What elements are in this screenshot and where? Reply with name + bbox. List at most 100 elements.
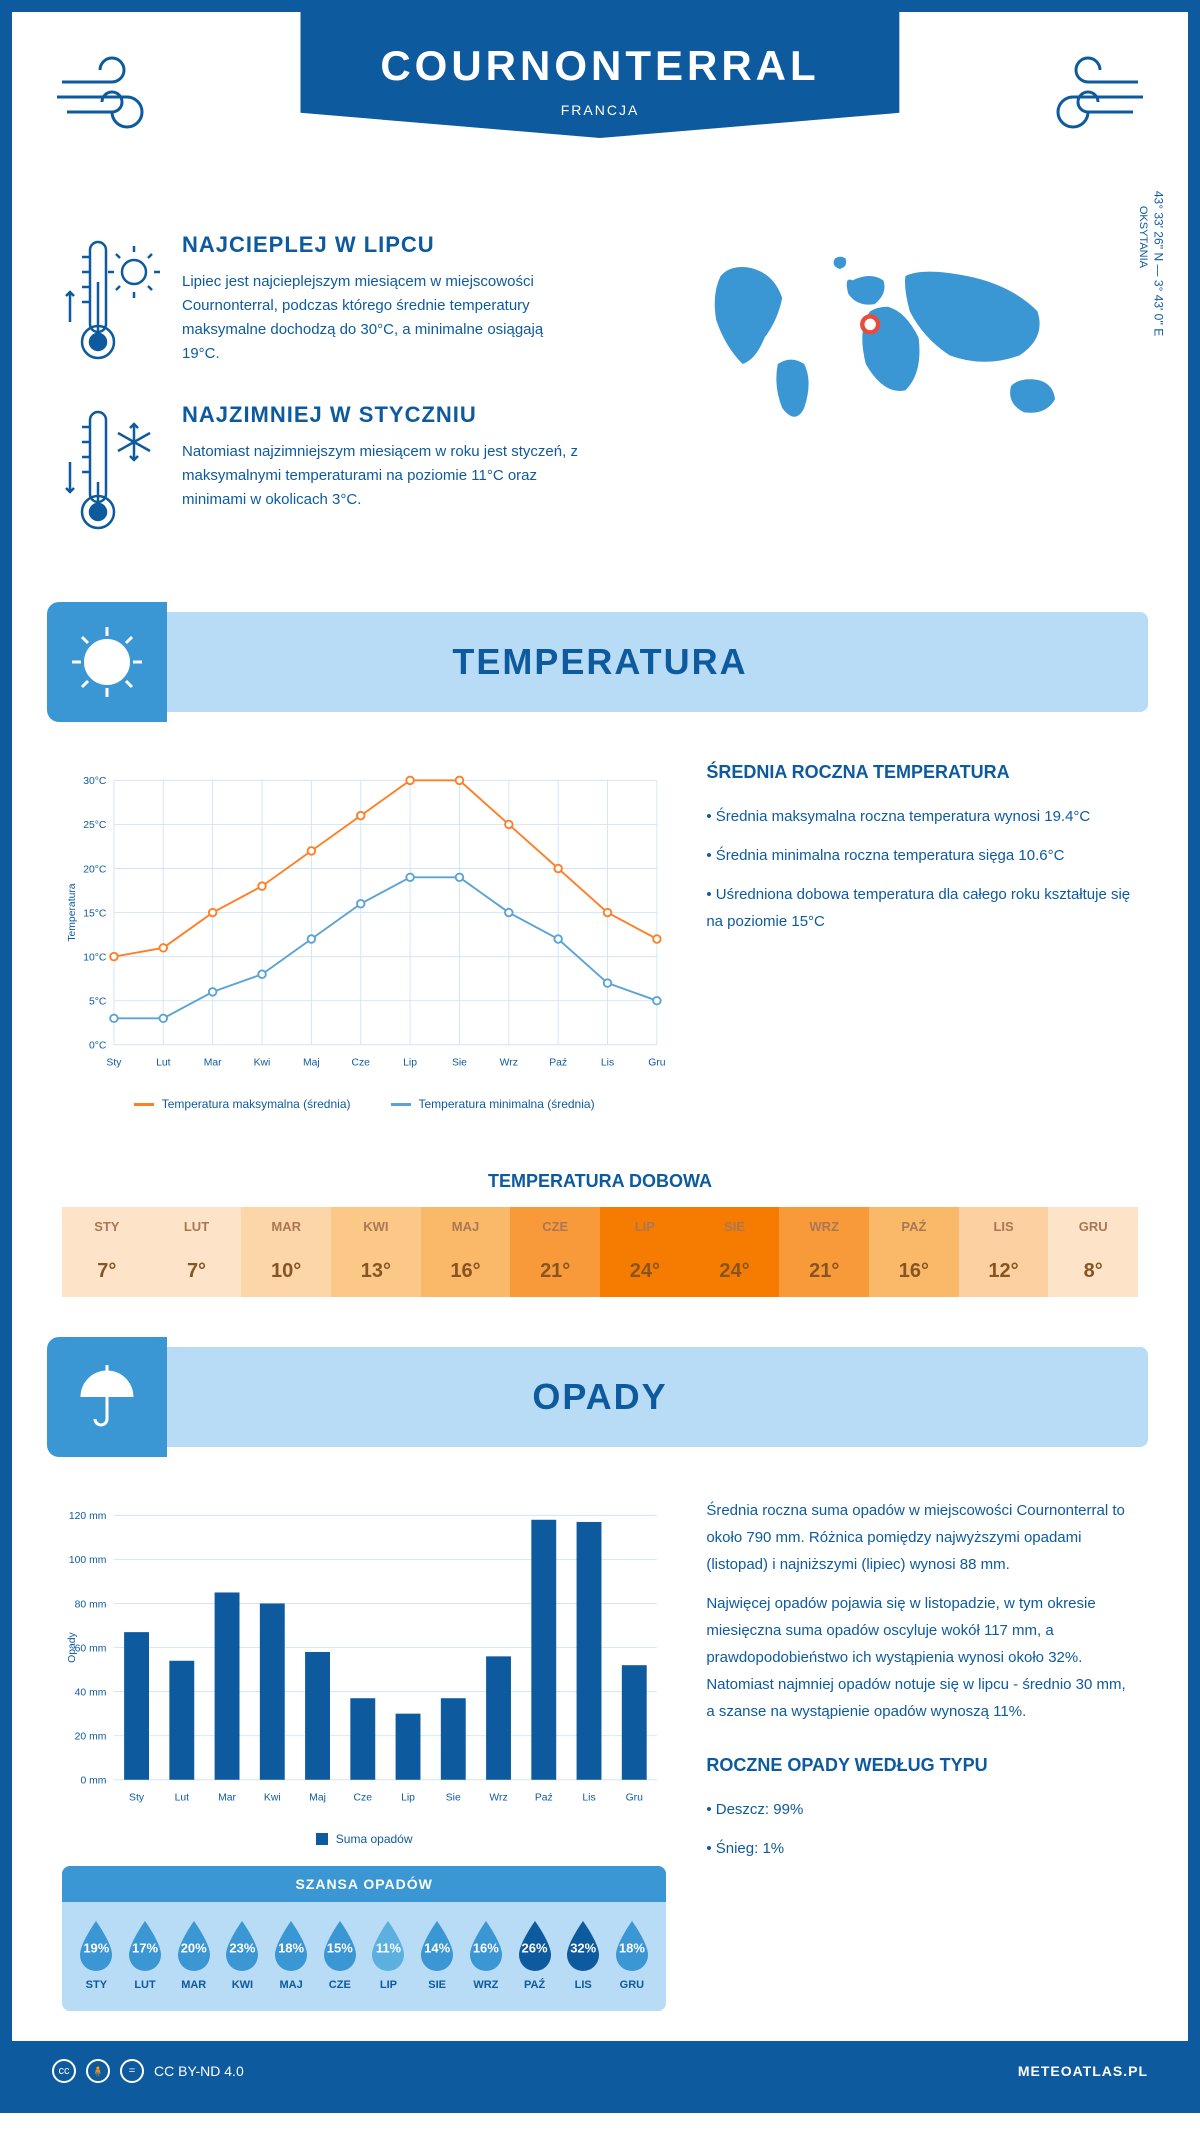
chance-drop: 32%LIS: [561, 1917, 605, 1991]
svg-text:40 mm: 40 mm: [75, 1687, 107, 1698]
svg-text:120 mm: 120 mm: [69, 1511, 106, 1522]
svg-text:5°C: 5°C: [89, 996, 107, 1007]
svg-text:30°C: 30°C: [83, 776, 107, 787]
cc-icon: cc: [52, 2059, 76, 2083]
chance-drop: 26%PAŹ: [513, 1917, 557, 1991]
precipitation-header: OPADY: [52, 1347, 1148, 1447]
temp-bullet: • Średnia minimalna roczna temperatura s…: [706, 842, 1138, 869]
svg-text:Paź: Paź: [535, 1793, 553, 1804]
svg-text:Sty: Sty: [129, 1793, 145, 1804]
page-frame: COURNONTERRAL FRANCJA NAJCIEPLEJ W LIPCU…: [0, 0, 1200, 2113]
region-label: OKSYTANIA: [1137, 206, 1149, 268]
daily-temp-table: STY7°LUT7°MAR10°KWI13°MAJ16°CZE21°LIP24°…: [62, 1207, 1138, 1297]
heat-cell: LIS12°: [959, 1207, 1049, 1297]
chance-drop: 17%LUT: [123, 1917, 167, 1991]
svg-text:25°C: 25°C: [83, 820, 107, 831]
precipitation-bar-chart: 0 mm20 mm40 mm60 mm80 mm100 mm120 mmStyL…: [62, 1497, 666, 1817]
heat-cell: MAR10°: [241, 1207, 331, 1297]
svg-text:Wrz: Wrz: [489, 1793, 507, 1804]
chance-box: SZANSA OPADÓW 19%STY17%LUT20%MAR23%KWI18…: [62, 1866, 666, 2011]
site-name: METEOATLAS.PL: [1018, 2063, 1148, 2079]
title-banner: COURNONTERRAL FRANCJA: [300, 12, 899, 138]
heat-cell: GRU8°: [1048, 1207, 1138, 1297]
svg-text:Maj: Maj: [309, 1793, 326, 1804]
svg-text:20 mm: 20 mm: [75, 1731, 107, 1742]
svg-text:100 mm: 100 mm: [69, 1555, 106, 1566]
svg-text:Gru: Gru: [648, 1058, 666, 1069]
svg-text:15°C: 15°C: [83, 908, 107, 919]
svg-text:Lis: Lis: [601, 1058, 614, 1069]
svg-text:80 mm: 80 mm: [75, 1599, 107, 1610]
svg-text:Wrz: Wrz: [500, 1058, 518, 1069]
precip-type-bullet: • Śnieg: 1%: [706, 1835, 1138, 1862]
heat-cell: CZE21°: [510, 1207, 600, 1297]
heat-cell: SIE24°: [690, 1207, 780, 1297]
header: COURNONTERRAL FRANCJA: [12, 12, 1188, 212]
country-subtitle: FRANCJA: [380, 102, 819, 118]
license-text: CC BY-ND 4.0: [154, 2063, 244, 2079]
chance-drop: 16%WRZ: [464, 1917, 508, 1991]
legend-max: Temperatura maksymalna (średnia): [162, 1097, 351, 1111]
avg-temp-title: ŚREDNIA ROCZNA TEMPERATURA: [706, 762, 1138, 783]
sun-icon: [47, 602, 167, 722]
chance-drop: 20%MAR: [172, 1917, 216, 1991]
daily-temp-title: TEMPERATURA DOBOWA: [12, 1171, 1188, 1192]
world-map: [620, 232, 1138, 452]
precip-type-bullet: • Deszcz: 99%: [706, 1796, 1138, 1823]
svg-text:Gru: Gru: [626, 1793, 644, 1804]
by-icon: 🧍: [86, 2059, 110, 2083]
temperature-header: TEMPERATURA: [52, 612, 1148, 712]
svg-text:Temperatura: Temperatura: [67, 883, 78, 941]
precip-type-title: ROCZNE OPADY WEDŁUG TYPU: [706, 1755, 1138, 1776]
svg-text:Cze: Cze: [354, 1793, 373, 1804]
heat-cell: STY7°: [62, 1207, 152, 1297]
chart-legend: Temperatura maksymalna (średnia) Tempera…: [62, 1097, 666, 1111]
svg-text:Paź: Paź: [549, 1058, 567, 1069]
svg-text:Kwi: Kwi: [254, 1058, 271, 1069]
svg-text:Sty: Sty: [106, 1058, 122, 1069]
chance-drop: 11%LIP: [366, 1917, 410, 1991]
warmest-text: Lipiec jest najcieplejszym miesiącem w m…: [182, 270, 580, 366]
chance-drop: 23%KWI: [220, 1917, 264, 1991]
svg-text:Lis: Lis: [582, 1793, 595, 1804]
temp-bullet: • Uśredniona dobowa temperatura dla całe…: [706, 881, 1138, 935]
svg-text:Sie: Sie: [452, 1058, 467, 1069]
bar-legend: Suma opadów: [62, 1832, 666, 1846]
thermometer-sun-icon: [62, 232, 162, 372]
intro-section: NAJCIEPLEJ W LIPCU Lipiec jest najcieple…: [12, 212, 1188, 592]
nd-icon: =: [120, 2059, 144, 2083]
svg-text:10°C: 10°C: [83, 952, 107, 963]
heat-cell: PAŹ16°: [869, 1207, 959, 1297]
svg-text:Sie: Sie: [446, 1793, 461, 1804]
chance-drop: 18%GRU: [610, 1917, 654, 1991]
svg-text:Mar: Mar: [218, 1793, 236, 1804]
coordinates: 43° 33' 26'' N — 3° 43' 0'' E: [1151, 191, 1165, 336]
city-title: COURNONTERRAL: [380, 42, 819, 90]
precip-para1: Średnia roczna suma opadów w miejscowośc…: [706, 1497, 1138, 1578]
temperature-line-chart: 0°C5°C10°C15°C20°C25°C30°CStyLutMarKwiMa…: [62, 762, 666, 1082]
chance-drop: 18%MAJ: [269, 1917, 313, 1991]
svg-text:Kwi: Kwi: [264, 1793, 281, 1804]
thermometer-snow-icon: [62, 402, 162, 542]
svg-text:Lut: Lut: [175, 1793, 190, 1804]
svg-text:0°C: 0°C: [89, 1041, 107, 1052]
temperature-section: 0°C5°C10°C15°C20°C25°C30°CStyLutMarKwiMa…: [12, 732, 1188, 1141]
svg-text:Opady: Opady: [67, 1631, 78, 1662]
chance-drop: 19%STY: [74, 1917, 118, 1991]
heat-cell: LIP24°: [600, 1207, 690, 1297]
wind-icon: [52, 52, 172, 132]
wind-icon: [1028, 52, 1148, 132]
heat-cell: MAJ16°: [421, 1207, 511, 1297]
legend-precip: Suma opadów: [336, 1832, 413, 1846]
chance-title: SZANSA OPADÓW: [62, 1866, 666, 1902]
svg-text:Mar: Mar: [204, 1058, 222, 1069]
precip-para2: Najwięcej opadów pojawia się w listopadz…: [706, 1590, 1138, 1725]
warmest-block: NAJCIEPLEJ W LIPCU Lipiec jest najcieple…: [62, 232, 580, 372]
svg-text:20°C: 20°C: [83, 864, 107, 875]
umbrella-icon: [47, 1337, 167, 1457]
warmest-title: NAJCIEPLEJ W LIPCU: [182, 232, 580, 258]
heat-cell: KWI13°: [331, 1207, 421, 1297]
temperature-title: TEMPERATURA: [452, 641, 747, 683]
svg-text:Lut: Lut: [156, 1058, 171, 1069]
coldest-block: NAJZIMNIEJ W STYCZNIU Natomiast najzimni…: [62, 402, 580, 542]
